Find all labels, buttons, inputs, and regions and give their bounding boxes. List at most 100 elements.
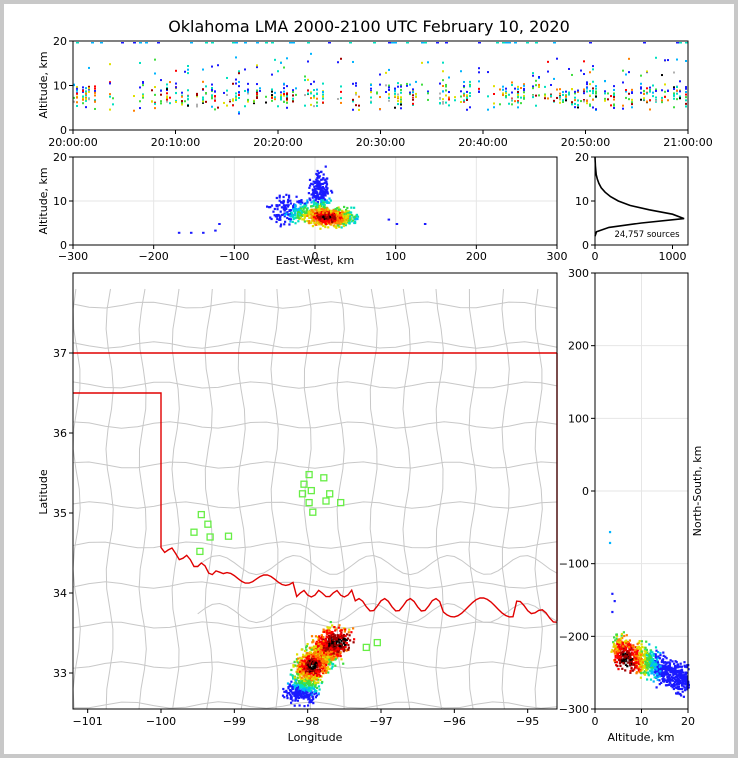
source-pixel [329, 212, 333, 215]
source-pixel [313, 208, 316, 211]
source-pixel [677, 679, 681, 682]
source-pixel [331, 641, 334, 644]
source-pixel [628, 660, 631, 663]
source-pixel [682, 671, 685, 674]
source-pixel [646, 653, 649, 656]
source-pixel [325, 214, 328, 217]
source-pixel [670, 684, 673, 688]
source-pixel [292, 684, 295, 687]
source-pixel [318, 197, 321, 201]
source-pixel [627, 654, 630, 657]
source-pixel [622, 107, 624, 110]
source-pixel [592, 106, 594, 109]
source-pixel [316, 181, 320, 184]
source-pixel [223, 101, 225, 104]
source-pixel [343, 648, 346, 651]
source-pixel [303, 694, 306, 697]
source-pixel [341, 209, 344, 213]
x-tick-label: 0 [592, 715, 599, 728]
source-pixel [586, 90, 588, 93]
source-pixel [320, 205, 323, 208]
source-pixel [308, 679, 311, 682]
source-pixel [660, 681, 663, 684]
source-pixel [680, 671, 683, 674]
source-pixel [339, 655, 342, 658]
y-tick-label: 34 [53, 587, 67, 600]
source-pixel [321, 185, 325, 189]
source-pixel [324, 165, 327, 168]
source-pixel [639, 652, 642, 655]
source-pixel [624, 649, 627, 652]
source-pixel [631, 644, 634, 647]
source-pixel [682, 685, 685, 688]
source-pixel [295, 87, 297, 90]
source-pixel [685, 99, 687, 102]
source-pixel [337, 648, 340, 651]
county-line [270, 288, 279, 710]
county-line [204, 288, 213, 710]
source-pixel [553, 99, 555, 102]
source-pixel [617, 658, 620, 661]
source-pixel [586, 102, 588, 105]
source-pixel [290, 212, 293, 215]
source-pixel [247, 88, 249, 91]
x-tick-label: 100 [385, 250, 406, 263]
source-pixel [320, 207, 323, 211]
source-pixel [577, 90, 579, 93]
source-pixel [617, 643, 621, 646]
source-pixel [442, 98, 444, 101]
source-count-annotation: 24,757 sources [614, 230, 680, 240]
source-pixel [659, 654, 662, 657]
source-pixel [326, 668, 329, 671]
source-pixel [211, 65, 213, 68]
source-pixel [294, 209, 298, 212]
source-pixel [629, 663, 632, 666]
source-pixel [338, 649, 341, 652]
source-pixel [672, 682, 676, 685]
source-pixel [342, 640, 345, 643]
source-pixel [662, 651, 665, 654]
source-pixel [349, 42, 352, 44]
source-pixel [397, 103, 399, 106]
source-pixel [658, 679, 661, 682]
source-pixel [332, 658, 335, 661]
source-pixel [317, 647, 320, 650]
source-pixel [617, 668, 620, 671]
source-pixel [532, 72, 534, 75]
source-pixel [321, 680, 324, 684]
source-pixel [314, 187, 317, 190]
source-pixel [329, 641, 332, 644]
source-pixel [322, 651, 326, 654]
source-pixel [397, 85, 399, 88]
source-pixel [544, 97, 546, 100]
source-pixel [94, 107, 96, 110]
source-pixel [324, 178, 327, 181]
source-pixel [592, 65, 594, 68]
source-pixel [280, 96, 282, 99]
source-pixel [181, 94, 183, 97]
source-pixel [644, 646, 647, 649]
source-pixel [661, 672, 664, 675]
source-pixel [672, 667, 675, 670]
source-pixel [445, 85, 447, 88]
source-pixel [334, 639, 337, 642]
source-pixel [323, 220, 326, 223]
source-pixel [329, 661, 332, 664]
source-pixel [409, 83, 411, 86]
source-pixel [253, 100, 255, 103]
source-pixel [553, 42, 556, 44]
source-pixel [643, 659, 647, 662]
source-pixel [687, 683, 690, 687]
source-pixel [267, 206, 271, 209]
source-pixel [423, 223, 427, 225]
source-pixel [308, 178, 312, 182]
source-pixel [612, 641, 615, 644]
source-pixel [289, 695, 293, 698]
source-pixel [310, 684, 313, 687]
source-pixel [279, 215, 282, 218]
source-pixel [412, 94, 414, 97]
source-pixel [294, 699, 297, 702]
x-tick-label: −96 [443, 715, 466, 728]
source-pixel [517, 92, 519, 95]
